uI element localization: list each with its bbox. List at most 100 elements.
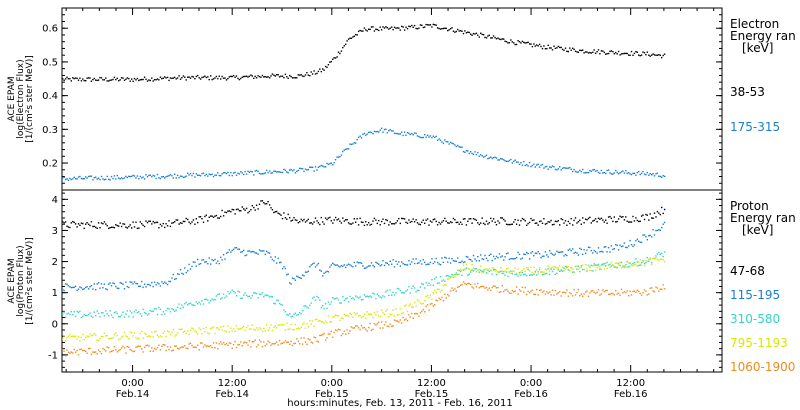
electron-data-point <box>79 77 81 79</box>
electron-data-point <box>247 76 249 78</box>
proton-data-point <box>642 214 644 216</box>
electron-data-point <box>63 79 65 81</box>
proton-data-point <box>271 296 274 298</box>
electron-data-point <box>220 78 222 80</box>
proton-data-point <box>189 329 192 331</box>
electron-data-point <box>202 172 205 174</box>
proton-data-point <box>383 222 386 225</box>
proton-data-point <box>148 313 150 315</box>
proton-data-point <box>352 316 354 318</box>
proton-data-point <box>227 325 229 327</box>
proton-data-point <box>419 260 422 262</box>
proton-data-point <box>365 221 367 223</box>
proton-data-point <box>458 285 460 288</box>
electron-data-point <box>149 174 151 176</box>
electron-data-point <box>284 73 287 76</box>
proton-data-point <box>380 264 383 266</box>
proton-data-point <box>214 332 216 335</box>
proton-data-point <box>645 290 647 292</box>
proton-data-point <box>406 289 409 291</box>
proton-data-point <box>596 264 598 266</box>
proton-data-point <box>480 285 482 288</box>
proton-data-point <box>646 260 648 263</box>
proton-data-point <box>128 315 130 318</box>
electron-data-point <box>428 136 430 138</box>
electron-data-point <box>112 78 114 81</box>
proton-data-point <box>638 264 640 267</box>
proton-data-point <box>220 326 222 328</box>
electron-data-point <box>128 77 130 80</box>
proton-data-point <box>523 274 525 276</box>
proton-data-point <box>487 289 489 291</box>
proton-data-point <box>122 311 124 313</box>
electron-data-point <box>617 50 620 53</box>
proton-data-point <box>605 219 607 221</box>
proton-data-point <box>366 266 368 268</box>
proton-data-point <box>412 258 414 260</box>
electron-data-point <box>546 165 548 168</box>
proton-data-point <box>110 285 113 287</box>
proton-data-point <box>462 269 465 271</box>
proton-data-point <box>524 270 526 272</box>
proton-data-point <box>135 282 137 285</box>
proton-data-point <box>579 219 581 221</box>
proton-data-point <box>79 348 81 351</box>
proton-data-point <box>165 282 167 284</box>
electron-data-point <box>260 173 262 175</box>
proton-data-point <box>66 225 68 227</box>
electron-data-point <box>232 172 235 174</box>
proton-data-point <box>253 340 255 343</box>
proton-data-point <box>504 256 506 258</box>
proton-data-point <box>64 283 67 285</box>
proton-data-point <box>63 289 65 292</box>
proton-data-point <box>526 274 528 277</box>
proton-data-point <box>544 251 547 253</box>
proton-data-point <box>352 266 354 268</box>
proton-data-point <box>405 290 407 292</box>
proton-data-point <box>198 263 200 265</box>
electron-data-point <box>294 77 297 79</box>
proton-data-point <box>661 252 663 255</box>
electron-data-point <box>201 172 203 175</box>
proton-data-point <box>640 215 643 217</box>
electron-data-point <box>112 177 114 180</box>
electron-data-point <box>195 173 197 175</box>
proton-data-point <box>322 221 324 223</box>
electron-data-point <box>255 169 258 172</box>
proton-data-point <box>303 275 305 277</box>
proton-data-point <box>481 285 483 288</box>
proton-data-point <box>278 261 281 264</box>
proton-data-point <box>413 221 416 223</box>
electron-data-point <box>490 37 492 39</box>
proton-data-point <box>347 301 350 303</box>
electron-data-point <box>646 172 648 174</box>
electron-data-point <box>93 177 95 179</box>
proton-data-point <box>471 222 473 224</box>
proton-data-point <box>316 318 318 320</box>
electron-data-point <box>360 30 363 32</box>
electron-data-point <box>336 56 338 58</box>
electron-data-point <box>438 27 440 30</box>
proton-data-point <box>411 287 413 290</box>
proton-data-point <box>445 284 447 286</box>
electron-data-point <box>143 178 146 180</box>
proton-data-point <box>379 224 381 226</box>
electron-data-point <box>385 26 387 28</box>
electron-data-point <box>181 175 183 177</box>
electron-data-point <box>350 143 353 146</box>
proton-data-point <box>208 216 210 218</box>
electron-data-point <box>549 47 551 49</box>
proton-data-point <box>148 345 150 347</box>
proton-data-point <box>309 320 311 322</box>
proton-data-point <box>508 223 511 226</box>
proton-data-point <box>221 329 223 331</box>
electron-data-point <box>184 76 186 78</box>
proton-data-point <box>334 314 337 316</box>
proton-data-point <box>580 223 582 225</box>
electron-data-point <box>498 159 501 161</box>
electron-data-point <box>497 159 499 161</box>
proton-data-point <box>593 249 595 252</box>
proton-data-point <box>564 268 567 270</box>
proton-data-point <box>481 270 483 272</box>
electron-data-point <box>64 178 67 181</box>
